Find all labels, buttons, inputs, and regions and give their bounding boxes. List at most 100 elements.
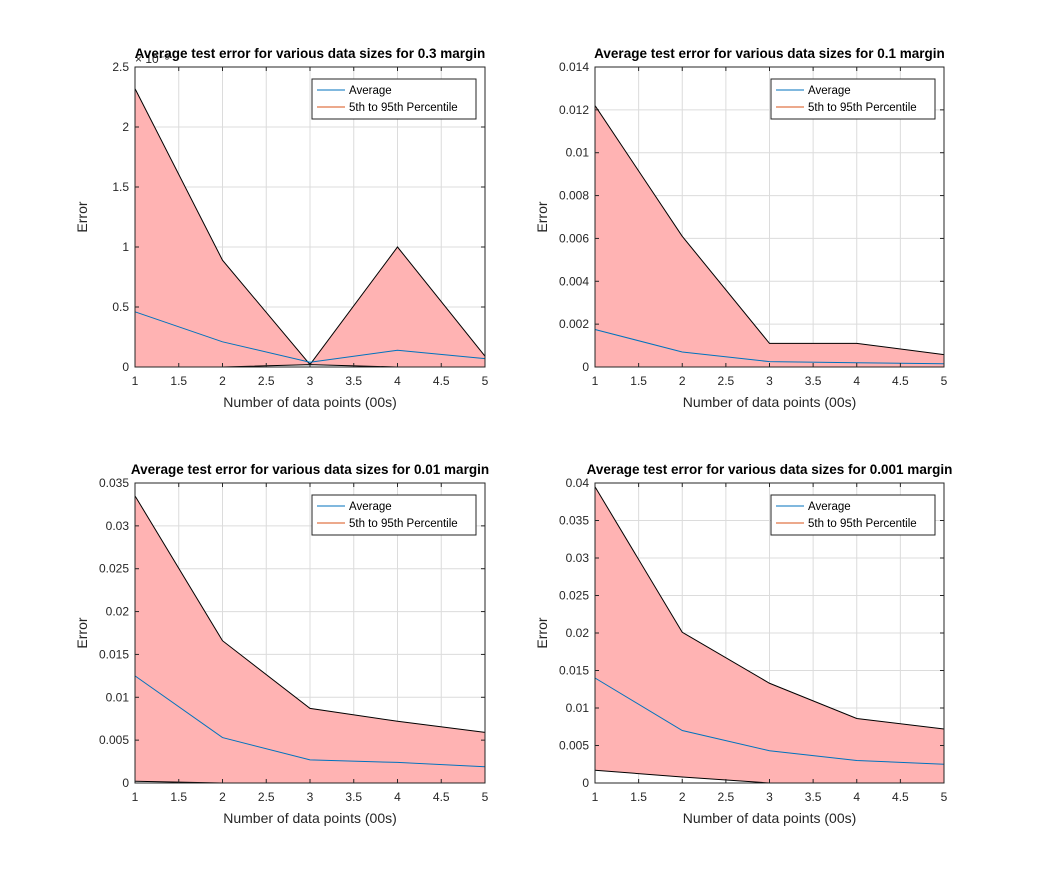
x-tick-label: 2.5 — [258, 790, 275, 804]
y-tick-label: 0.014 — [559, 60, 589, 74]
y-tick-label: 0.015 — [99, 647, 129, 661]
legend-label: Average — [349, 85, 392, 97]
y-tick-label: 0.035 — [99, 476, 129, 490]
x-tick-label: 4.5 — [433, 374, 450, 388]
chart-title: Average test error for various data size… — [135, 46, 486, 61]
x-tick-label: 2 — [219, 790, 226, 804]
percentile-upper-line — [594, 105, 945, 356]
x-tick-label: 4.5 — [433, 790, 450, 804]
legend-label: 5th to 95th Percentile — [808, 518, 917, 530]
y-tick-label: 0.035 — [559, 514, 589, 528]
subplot-1: 1 1.5 2 2.5 3 3.5 4 4.5 500.511.522.5× 10⁻³Avera… — [74, 46, 489, 410]
percentile-band — [595, 486, 944, 783]
x-tick-label: 5 — [941, 374, 948, 388]
x-tick-label: 4 — [853, 790, 860, 804]
y-tick-label: 0.025 — [99, 562, 129, 576]
y-tick-label: 0.03 — [566, 551, 590, 565]
y-tick-label: 0.012 — [559, 103, 589, 117]
x-tick-label: 2 — [219, 374, 226, 388]
y-tick-label: 0.01 — [566, 146, 590, 160]
legend-box — [770, 494, 936, 536]
x-tick-label: 1.5 — [630, 790, 647, 804]
x-tick-label: 3 — [766, 374, 773, 388]
legend-label: Average — [808, 501, 851, 513]
x-tick-label: 1 — [592, 374, 599, 388]
y-axis-label: Error — [534, 617, 550, 648]
x-tick-label: 5 — [482, 374, 489, 388]
y-axis: 0 0.002 0.004 0.006 0.008 0.01 0.012 0.014 — [559, 60, 944, 374]
legend: Average 5th to 95th Percentile — [311, 78, 477, 120]
y-axis: 0 0.005 0.01 0.015 0.02 0.025 0.03 0.035 — [99, 476, 485, 790]
x-tick-label: 3 — [307, 790, 314, 804]
y-tick-label: 0 — [122, 776, 129, 790]
x-tick-label: 2.5 — [718, 790, 735, 804]
chart-title: Average test error for various data size… — [131, 462, 489, 477]
y-axis-label: Error — [74, 201, 90, 232]
legend-label: 5th to 95th Percentile — [349, 102, 458, 114]
x-tick-label: 1 — [132, 374, 139, 388]
x-tick-label: 2.5 — [258, 374, 275, 388]
y-tick-label: 0.002 — [559, 317, 589, 331]
y-tick-label: 0.005 — [99, 733, 129, 747]
x-axis: 1 1.5 2 2.5 3 3.5 4 4.5 5 — [592, 483, 948, 804]
legend-box — [311, 494, 477, 536]
x-tick-label: 3.5 — [805, 374, 822, 388]
x-tick-label: 1 — [592, 790, 599, 804]
percentile-band — [135, 88, 485, 367]
x-tick-label: 3 — [307, 374, 314, 388]
y-tick-label: 0.04 — [566, 476, 590, 490]
x-tick-label: 4 — [853, 374, 860, 388]
y-axis-label: Error — [534, 201, 550, 232]
percentile-upper-line — [134, 495, 486, 733]
legend-label: 5th to 95th Percentile — [349, 518, 458, 530]
y-tick-label: 0.025 — [559, 589, 589, 603]
y-tick-label: 1.5 — [112, 180, 129, 194]
y-tick-label: 0.02 — [106, 605, 130, 619]
subplot-2: 1 1.5 2 2.5 3 3.5 4 4.5 5 0 0.002 0.004 0.006 0.008 0.… — [534, 46, 948, 410]
x-axis: 1 1.5 2 2.5 3 3.5 4 4.5 5 — [592, 67, 948, 388]
y-tick-label: 0.015 — [559, 664, 589, 678]
x-tick-label: 3 — [766, 790, 773, 804]
x-tick-label: 1.5 — [170, 790, 187, 804]
x-tick-label: 3.5 — [805, 790, 822, 804]
x-tick-label: 1 — [132, 790, 139, 804]
x-tick-label: 3.5 — [345, 790, 362, 804]
y-tick-label: 0 — [582, 776, 589, 790]
subplot-4: 1 1.5 2 2.5 3 3.5 4 4.5 5 0 0.005 0.01 0.015 0.02 0.02… — [534, 462, 952, 826]
y-tick-label: 0 — [582, 360, 589, 374]
legend-label: Average — [349, 501, 392, 513]
x-axis-label: Number of data points (00s) — [223, 394, 397, 410]
legend-box — [770, 78, 936, 120]
x-tick-label: 4 — [394, 374, 401, 388]
legend: Average 5th to 95th Percentile — [311, 494, 477, 536]
y-tick-label: 0.02 — [566, 626, 590, 640]
legend: Average 5th to 95th Percentile — [770, 494, 936, 536]
y-tick-label: 0.005 — [559, 739, 589, 753]
chart-title: Average test error for various data size… — [587, 462, 953, 477]
x-tick-label: 1.5 — [630, 374, 647, 388]
y-tick-label: 0.01 — [106, 690, 130, 704]
y-tick-label: 0.5 — [112, 300, 129, 314]
y-tick-label: 0 — [122, 360, 129, 374]
x-axis-label: Number of data points (00s) — [683, 394, 857, 410]
y-tick-label: 2 — [122, 120, 129, 134]
x-tick-label: 2 — [679, 374, 686, 388]
x-axis-label: Number of data points (00s) — [683, 810, 857, 826]
y-tick-label: 2.5 — [112, 60, 129, 74]
y-tick-label: 0.006 — [559, 231, 589, 245]
y-axis: 0 0.005 0.01 0.015 0.02 0.025 0.03 0.035 0.04 — [559, 476, 944, 790]
x-tick-label: 4.5 — [892, 790, 909, 804]
x-tick-label: 4.5 — [892, 374, 909, 388]
y-axis-label: Error — [74, 617, 90, 648]
y-tick-label: 0.01 — [566, 701, 590, 715]
y-tick-label: 0.03 — [106, 519, 130, 533]
y-tick-label: 1 — [122, 240, 129, 254]
y-tick-label: 0.008 — [559, 189, 589, 203]
x-tick-label: 5 — [482, 790, 489, 804]
x-axis-label: Number of data points (00s) — [223, 810, 397, 826]
x-tick-label: 1.5 — [170, 374, 187, 388]
x-axis: 1 1.5 2 2.5 3 3.5 4 4.5 5 — [132, 67, 489, 388]
x-tick-label: 3.5 — [345, 374, 362, 388]
legend-label: 5th to 95th Percentile — [808, 102, 917, 114]
